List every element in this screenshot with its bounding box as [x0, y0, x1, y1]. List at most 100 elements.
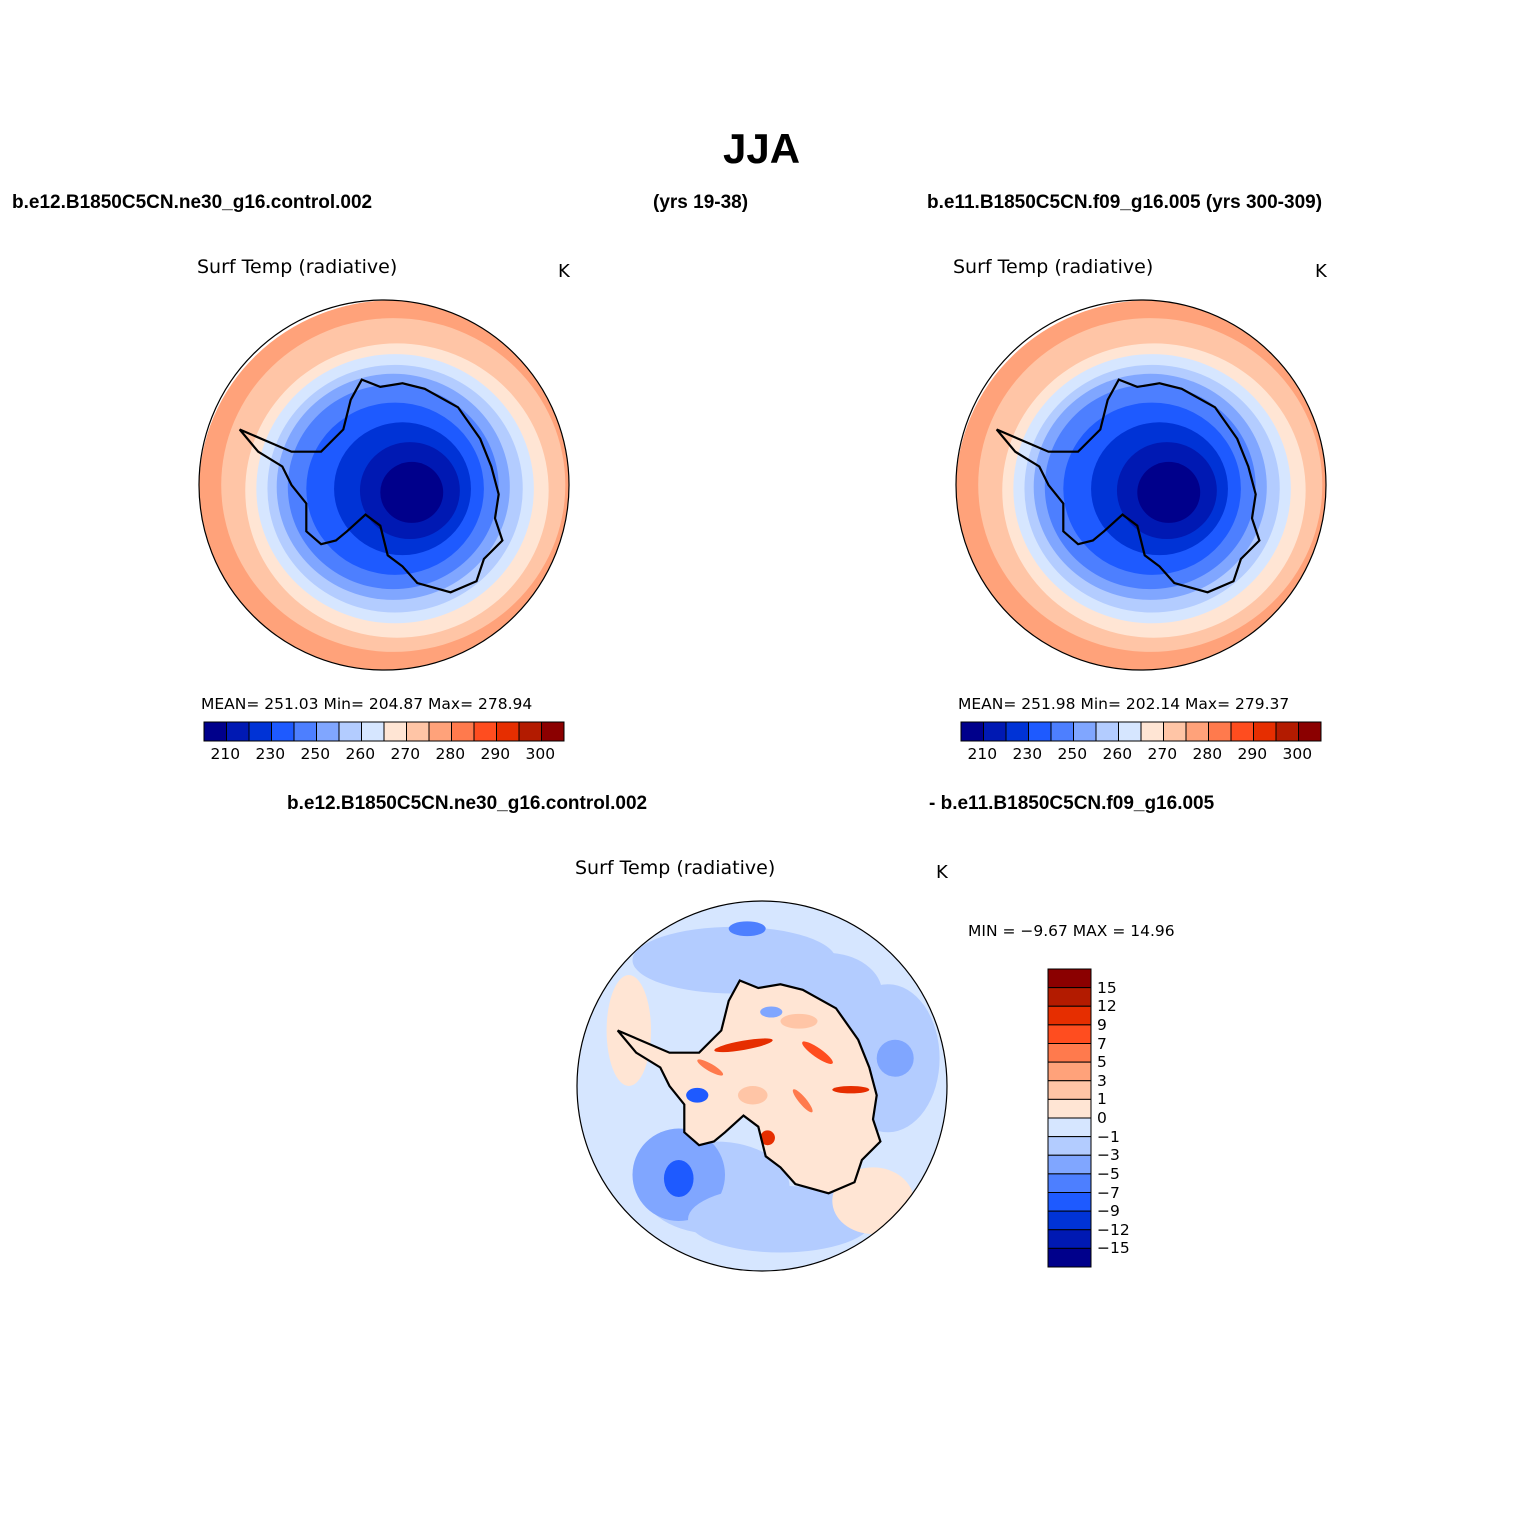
panel2-units: K: [1315, 261, 1327, 282]
panel3-anomaly-streak-1: [802, 1041, 833, 1064]
panel2-colorbar-box-9: [1163, 721, 1187, 742]
panel1-map-boundary: [198, 299, 570, 671]
panel2-colorbar-box-6: [1095, 721, 1119, 742]
panel3-anomaly-region-3: [876, 1039, 914, 1077]
panel3-colorbar-box-4: [1047, 1043, 1092, 1063]
panel1-units: K: [558, 261, 570, 282]
panel2-temp-band-10: [1137, 461, 1201, 523]
panel3-stats: MIN = −9.67 MAX = 14.96: [968, 922, 1175, 940]
panel2-colorbar-box-1: [983, 721, 1007, 742]
diff-case-b-title: - b.e11.B1850C5CN.f09_g16.005: [929, 793, 1215, 814]
panel3-colorbar-box-9: [1047, 1136, 1092, 1156]
panel3-colorbar-box-6: [1047, 1080, 1092, 1100]
panel3-map-group: [576, 900, 948, 1272]
panel2-colorbar-box-10: [1185, 721, 1209, 742]
panel1-colorbar-box-9: [406, 721, 430, 742]
panel3-colorbar-label: 12: [1097, 997, 1117, 1016]
panel3-anomaly-streak-0: [714, 1038, 773, 1053]
panel2-colorbar-box-4: [1050, 721, 1074, 742]
panel2-field-title: Surf Temp (radiative): [953, 256, 1154, 278]
panel1-stats: MEAN= 251.03 Min= 204.87 Max= 278.94: [201, 695, 533, 713]
panel2-colorbar-box-13: [1253, 721, 1277, 742]
panel1-colorbar-box-7: [361, 721, 385, 742]
panel3-colorbar-box-10: [1047, 1154, 1092, 1175]
panel1-colorbar-box-10: [428, 721, 452, 742]
diff-case-a-title: b.e12.B1850C5CN.ne30_g16.control.002: [287, 793, 648, 814]
panel2-colorbar-label: 290: [1237, 745, 1268, 763]
panel2-colorbar-box-5: [1073, 721, 1097, 742]
panel3-anomaly-region-7: [688, 1185, 873, 1253]
panel1-colorbar-box-12: [473, 721, 497, 742]
panel3-colorbar-box-11: [1047, 1173, 1092, 1193]
panel3-colorbar-box-2: [1047, 1005, 1092, 1026]
panel2-colorbar-box-7: [1118, 721, 1142, 742]
panel3-colorbar-label: −7: [1097, 1183, 1120, 1202]
panel3-map-boundary: [576, 900, 948, 1272]
panel2-colorbar-box-3: [1028, 721, 1052, 742]
panel2-colorbar-label: 250: [1057, 745, 1088, 763]
panel2-map-boundary: [955, 299, 1327, 671]
top-right-case-title: b.e11.B1850C5CN.f09_g16.005 (yrs 300-309…: [927, 192, 1323, 213]
panel3-colorbar-box-8: [1047, 1117, 1092, 1138]
panel1-colorbar-label: 260: [345, 745, 376, 763]
panel1-colorbar-box-1: [226, 721, 250, 742]
panel2-colorbar-box-8: [1140, 721, 1164, 742]
panel1-colorbar-box-6: [338, 721, 362, 742]
panel1-map-group: [198, 299, 570, 671]
panel3-colorbar-label: 3: [1097, 1071, 1107, 1090]
panel2-colorbar-box-0: [960, 721, 984, 742]
panel1-colorbar-label: 270: [390, 745, 421, 763]
panel3-colorbar-label: −1: [1097, 1127, 1120, 1146]
panel3-colorbar-label: −12: [1097, 1220, 1130, 1239]
panel1-colorbar-label: 300: [525, 745, 556, 763]
panel3-colorbar: [1047, 968, 1092, 1268]
panel2-colorbar-label: 270: [1147, 745, 1178, 763]
panel2-colorbar-box-11: [1208, 721, 1232, 742]
panel3-anomaly-region-8: [728, 921, 766, 937]
panel3-anomaly-streak-6: [737, 1086, 768, 1105]
panel1-colorbar-label: 290: [480, 745, 511, 763]
panel1-colorbar: [203, 721, 565, 742]
panel3-units: K: [936, 862, 948, 883]
panel2-colorbar-label: 300: [1282, 745, 1313, 763]
panel3-antarctica-coastline: [616, 979, 882, 1195]
panel1-colorbar-box-3: [271, 721, 295, 742]
panel1-antarctica-coastline: [238, 378, 504, 594]
panel3-colorbar-box-1: [1047, 987, 1092, 1007]
panel3-anomaly-streak-2: [792, 1089, 813, 1113]
panel1-field-title: Surf Temp (radiative): [197, 256, 398, 278]
panel3-anomaly-streak-7: [780, 1013, 818, 1029]
panel1-colorbar-label: 210: [210, 745, 241, 763]
panel3-colorbar-label: −9: [1097, 1202, 1120, 1221]
panel2-colorbar-label: 210: [967, 745, 998, 763]
panel3-colorbar-box-13: [1047, 1210, 1092, 1231]
panel3-anomaly-region-10: [606, 975, 651, 1086]
panel3-field-title: Surf Temp (radiative): [575, 857, 776, 879]
panel2-colorbar-box-15: [1298, 721, 1322, 742]
panel3-anomaly-region-6: [663, 1160, 694, 1197]
top-left-case-title: b.e12.B1850C5CN.ne30_g16.control.002: [12, 192, 373, 213]
panel3-colorbar-label: 15: [1097, 978, 1117, 997]
panel2-colorbar-box-14: [1275, 721, 1299, 742]
panel3-colorbar-label: −3: [1097, 1146, 1120, 1165]
panel1-colorbar-box-0: [203, 721, 227, 742]
panel3-anomaly-streak-5: [697, 1059, 724, 1076]
panel1-colorbar-box-5: [316, 721, 340, 742]
panel2-colorbar-label: 280: [1192, 745, 1223, 763]
panel3-colorbar-label: 7: [1097, 1034, 1107, 1053]
panel1-colorbar-box-8: [383, 721, 407, 742]
panel3-colorbar-box-3: [1047, 1024, 1092, 1044]
panel3-colorbar-label: −5: [1097, 1164, 1120, 1183]
panel1-colorbar-label: 280: [435, 745, 466, 763]
panel3-colorbar-label: 0: [1097, 1109, 1107, 1127]
panel2-colorbar-label: 230: [1012, 745, 1043, 763]
panel3-anomaly-streak-9: [760, 1006, 783, 1018]
main-title: JJA: [723, 125, 801, 172]
panel2-antarctica-coastline: [995, 378, 1261, 594]
panel1-colorbar-box-11: [451, 721, 475, 742]
panel1-colorbar-box-4: [293, 721, 317, 742]
panel2-map-group: [955, 299, 1327, 671]
panel2-stats: MEAN= 251.98 Min= 202.14 Max= 279.37: [958, 695, 1290, 713]
panel3-colorbar-box-15: [1047, 1247, 1092, 1268]
